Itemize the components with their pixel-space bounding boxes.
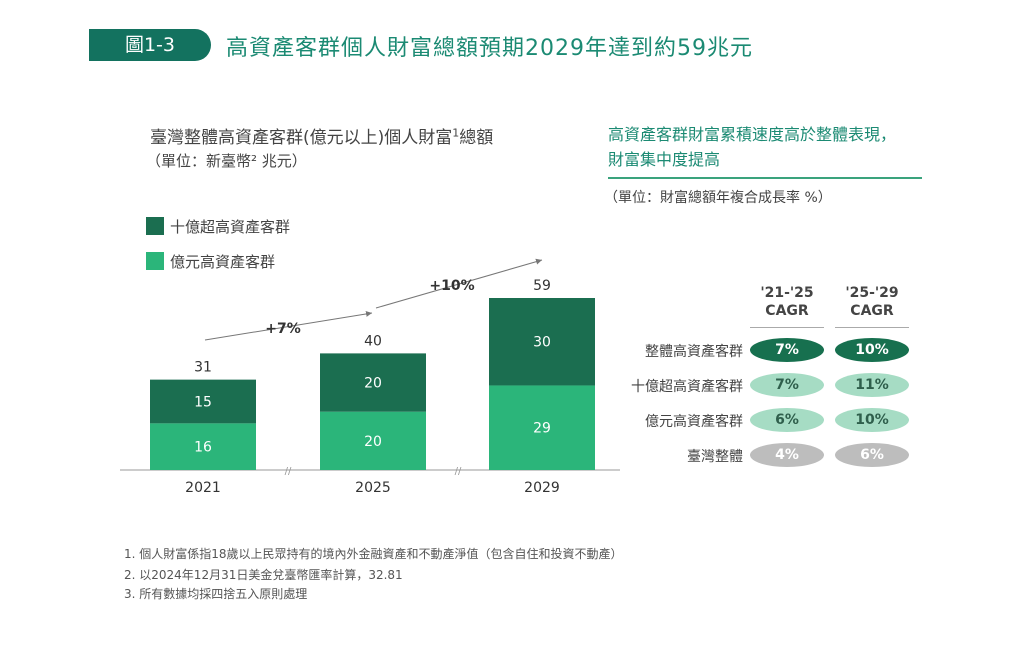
x-tick-label: 2021 — [185, 480, 221, 496]
x-tick-label: 2025 — [355, 480, 391, 496]
bar-segment — [150, 423, 256, 470]
footnote-2: 2. 以2024年12月31日美金兌臺幣匯率計算，32.81 — [124, 568, 403, 582]
cagr-pill: 4% — [750, 443, 824, 467]
bar-value-label: 29 — [533, 421, 551, 437]
row-label: 億元高資產客群 — [645, 414, 743, 430]
row-label: 臺灣整體 — [687, 449, 743, 465]
chart-title-text: 臺灣整體高資產客群(億元以上)個人財富 — [150, 128, 453, 148]
bar-value-label: 16 — [194, 440, 212, 456]
right-title-line2: 財富集中度提高 — [608, 150, 721, 169]
legend-label-high: 億元高資產客群 — [170, 253, 276, 271]
chart-unit: （單位：新臺幣² 兆元） — [146, 152, 307, 170]
chart-title-tail: 總額 — [459, 128, 494, 148]
legend-swatch-high — [146, 252, 164, 270]
right-unit: （單位：財富總額年複合成長率 %） — [604, 190, 832, 206]
cagr-pill: 10% — [835, 338, 909, 362]
bar-total-label: 59 — [533, 278, 551, 294]
cagr-pill: 10% — [835, 408, 909, 432]
cagr-pill: 7% — [750, 373, 824, 397]
bar-segment — [320, 353, 426, 412]
bar-segment — [489, 385, 595, 470]
bar-value-label: 15 — [194, 394, 212, 410]
growth-arrow — [375, 258, 543, 309]
right-title-line1: 高資產客群財富累積速度高於整體表現， — [608, 125, 897, 144]
bar-segment — [489, 298, 595, 386]
row-label: 整體高資產客群 — [645, 344, 743, 360]
footnote-1: 1. 個人財富係指18歲以上民眾持有的境內外金融資產和不動產淨值（包含自住和投資… — [124, 547, 623, 561]
x-tick-label: 2029 — [524, 480, 560, 496]
bar-segment — [320, 411, 426, 470]
bar-value-label: 20 — [364, 434, 382, 450]
bar-total-label: 31 — [194, 360, 212, 376]
axis-break: // — [285, 466, 292, 477]
column-divider — [750, 327, 824, 328]
column-divider — [835, 327, 909, 328]
growth-arrow — [204, 310, 373, 341]
cagr-pill: 6% — [835, 443, 909, 467]
page-title: 高資產客群個人財富總額預期2029年達到約59兆元 — [226, 36, 753, 61]
right-title: 高資產客群財富累積速度高於整體表現， 財富集中度提高 — [608, 122, 928, 172]
footnote-ref: 1 — [452, 126, 460, 140]
bar-value-label: 30 — [533, 335, 551, 351]
bar-value-label: 20 — [364, 376, 382, 392]
cagr-pill: 6% — [750, 408, 824, 432]
row-label: 十億超高資產客群 — [631, 379, 743, 395]
axis-break: // — [455, 466, 462, 477]
growth-label: +10% — [429, 278, 474, 294]
bar-segment — [150, 379, 256, 424]
legend-label-ultra: 十億超高資產客群 — [170, 218, 291, 236]
bar-total-label: 40 — [364, 333, 382, 349]
footnote-3: 3. 所有數據均採四捨五入原則處理 — [124, 587, 308, 601]
cagr-pill: 11% — [835, 373, 909, 397]
growth-label: +7% — [265, 321, 301, 337]
cagr-pill: 7% — [750, 338, 824, 362]
figure-tag: 圖1-3 — [89, 29, 211, 61]
legend-swatch-ultra — [146, 217, 164, 235]
chart-title: 臺灣整體高資產客群(億元以上)個人財富1總額 — [150, 123, 493, 148]
right-title-underline — [608, 177, 922, 179]
column-header: '25-'29 CAGR — [845, 285, 899, 319]
column-header: '21-'25 CAGR — [760, 285, 814, 319]
